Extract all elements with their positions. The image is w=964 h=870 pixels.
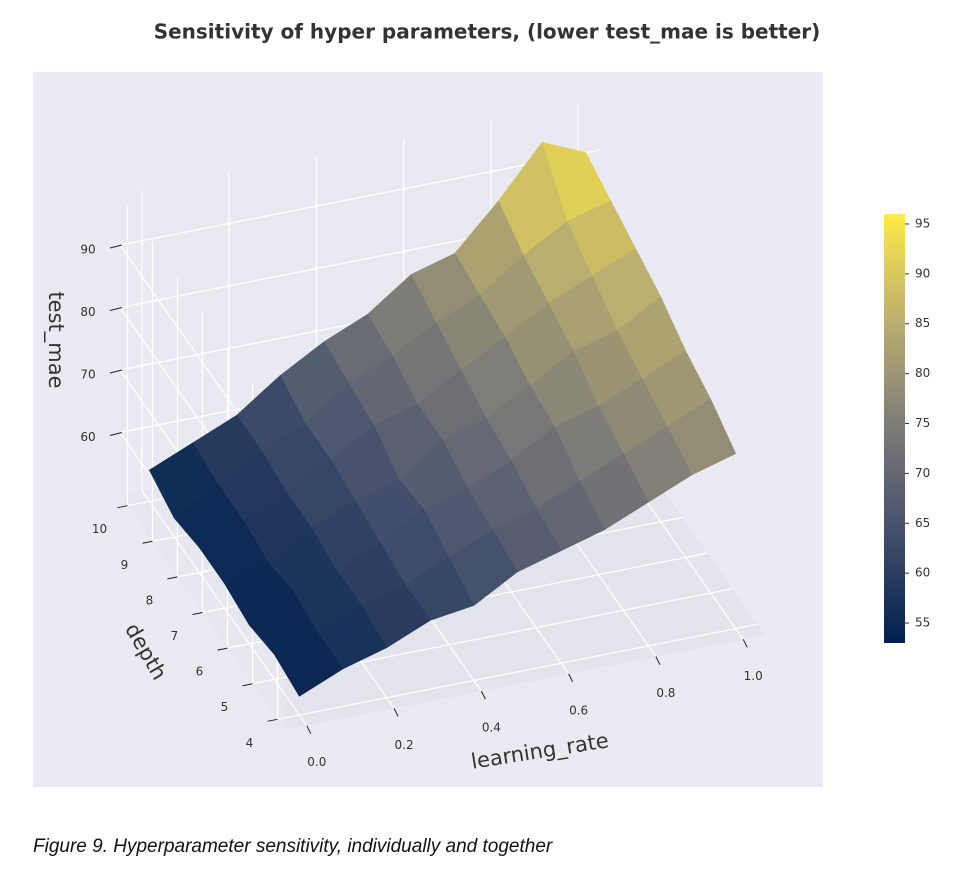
colorbar-tick-label: 55 (915, 616, 930, 630)
y-tick-label: 6 (196, 665, 204, 679)
x-tick-label: 0.4 (482, 721, 501, 735)
x-tick-label: 0.6 (569, 703, 588, 717)
y-tick-label: 7 (171, 629, 179, 643)
y-tick (117, 505, 128, 509)
y-tick (167, 576, 178, 580)
x-tick-label: 0.2 (395, 738, 414, 752)
y-tick (217, 647, 228, 651)
x-tick-label: 0.0 (307, 755, 326, 769)
z-tick-label: 70 (80, 368, 95, 382)
surface-patch (274, 632, 344, 697)
y-tick-label: 8 (146, 593, 154, 607)
z-tick-label: 60 (80, 430, 95, 444)
caption: Figure 9. Hyperparameter sensitivity, in… (33, 836, 553, 857)
y-tick (267, 718, 278, 722)
colorbar-tick-label: 80 (915, 366, 930, 380)
chart-title: Sensitivity of hyper parameters, (lower … (154, 20, 821, 44)
y-tick-label: 9 (121, 558, 129, 572)
z-tick-label: 80 (80, 305, 95, 319)
colorbar-tick-label: 95 (915, 216, 930, 230)
x-tick (393, 708, 399, 717)
y-tick (242, 683, 253, 687)
z-tick (109, 307, 123, 311)
x-tick (742, 639, 748, 648)
y-tick-label: 5 (221, 700, 229, 714)
z-axis-label: test_mae (43, 291, 68, 388)
z-tick (109, 244, 123, 249)
colorbar-tick-label: 60 (915, 566, 930, 580)
y-tick-label: 4 (246, 736, 254, 750)
grid-line (119, 149, 601, 246)
colorbar-tick-label: 90 (915, 266, 930, 280)
z-tick-label: 90 (80, 243, 95, 257)
z-tick (109, 432, 123, 436)
x-tick (306, 725, 312, 734)
colorbar-tick-label: 85 (915, 316, 930, 330)
x-tick (568, 673, 574, 683)
x-tick (655, 656, 661, 665)
colorbar (884, 214, 905, 643)
colorbar-tick-label: 65 (915, 516, 930, 530)
y-tick (142, 540, 153, 544)
colorbar-tick-label: 70 (915, 466, 930, 480)
y-tick-label: 10 (92, 522, 107, 536)
z-tick (109, 369, 123, 374)
x-tick (480, 690, 486, 700)
x-tick-label: 0.8 (656, 686, 675, 700)
colorbar-tick-label: 75 (915, 416, 930, 430)
x-tick-label: 1.0 (744, 669, 763, 683)
grid-line (277, 623, 758, 720)
y-tick (192, 612, 203, 615)
